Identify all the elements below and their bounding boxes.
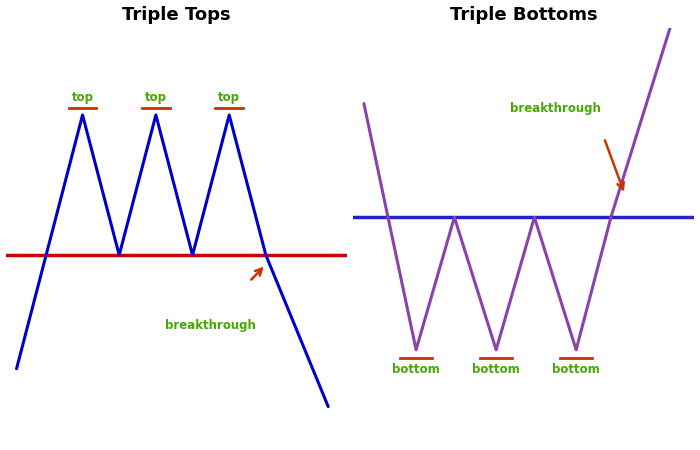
Text: bottom: bottom xyxy=(552,363,600,376)
Text: breakthrough: breakthrough xyxy=(510,102,601,115)
Title: Triple Tops: Triple Tops xyxy=(122,5,230,23)
Text: bottom: bottom xyxy=(473,363,520,376)
Title: Triple Bottoms: Triple Bottoms xyxy=(450,5,598,23)
Text: top: top xyxy=(145,91,167,104)
Text: breakthrough: breakthrough xyxy=(165,320,256,333)
Text: bottom: bottom xyxy=(392,363,440,376)
Text: top: top xyxy=(218,91,240,104)
Text: top: top xyxy=(71,91,94,104)
